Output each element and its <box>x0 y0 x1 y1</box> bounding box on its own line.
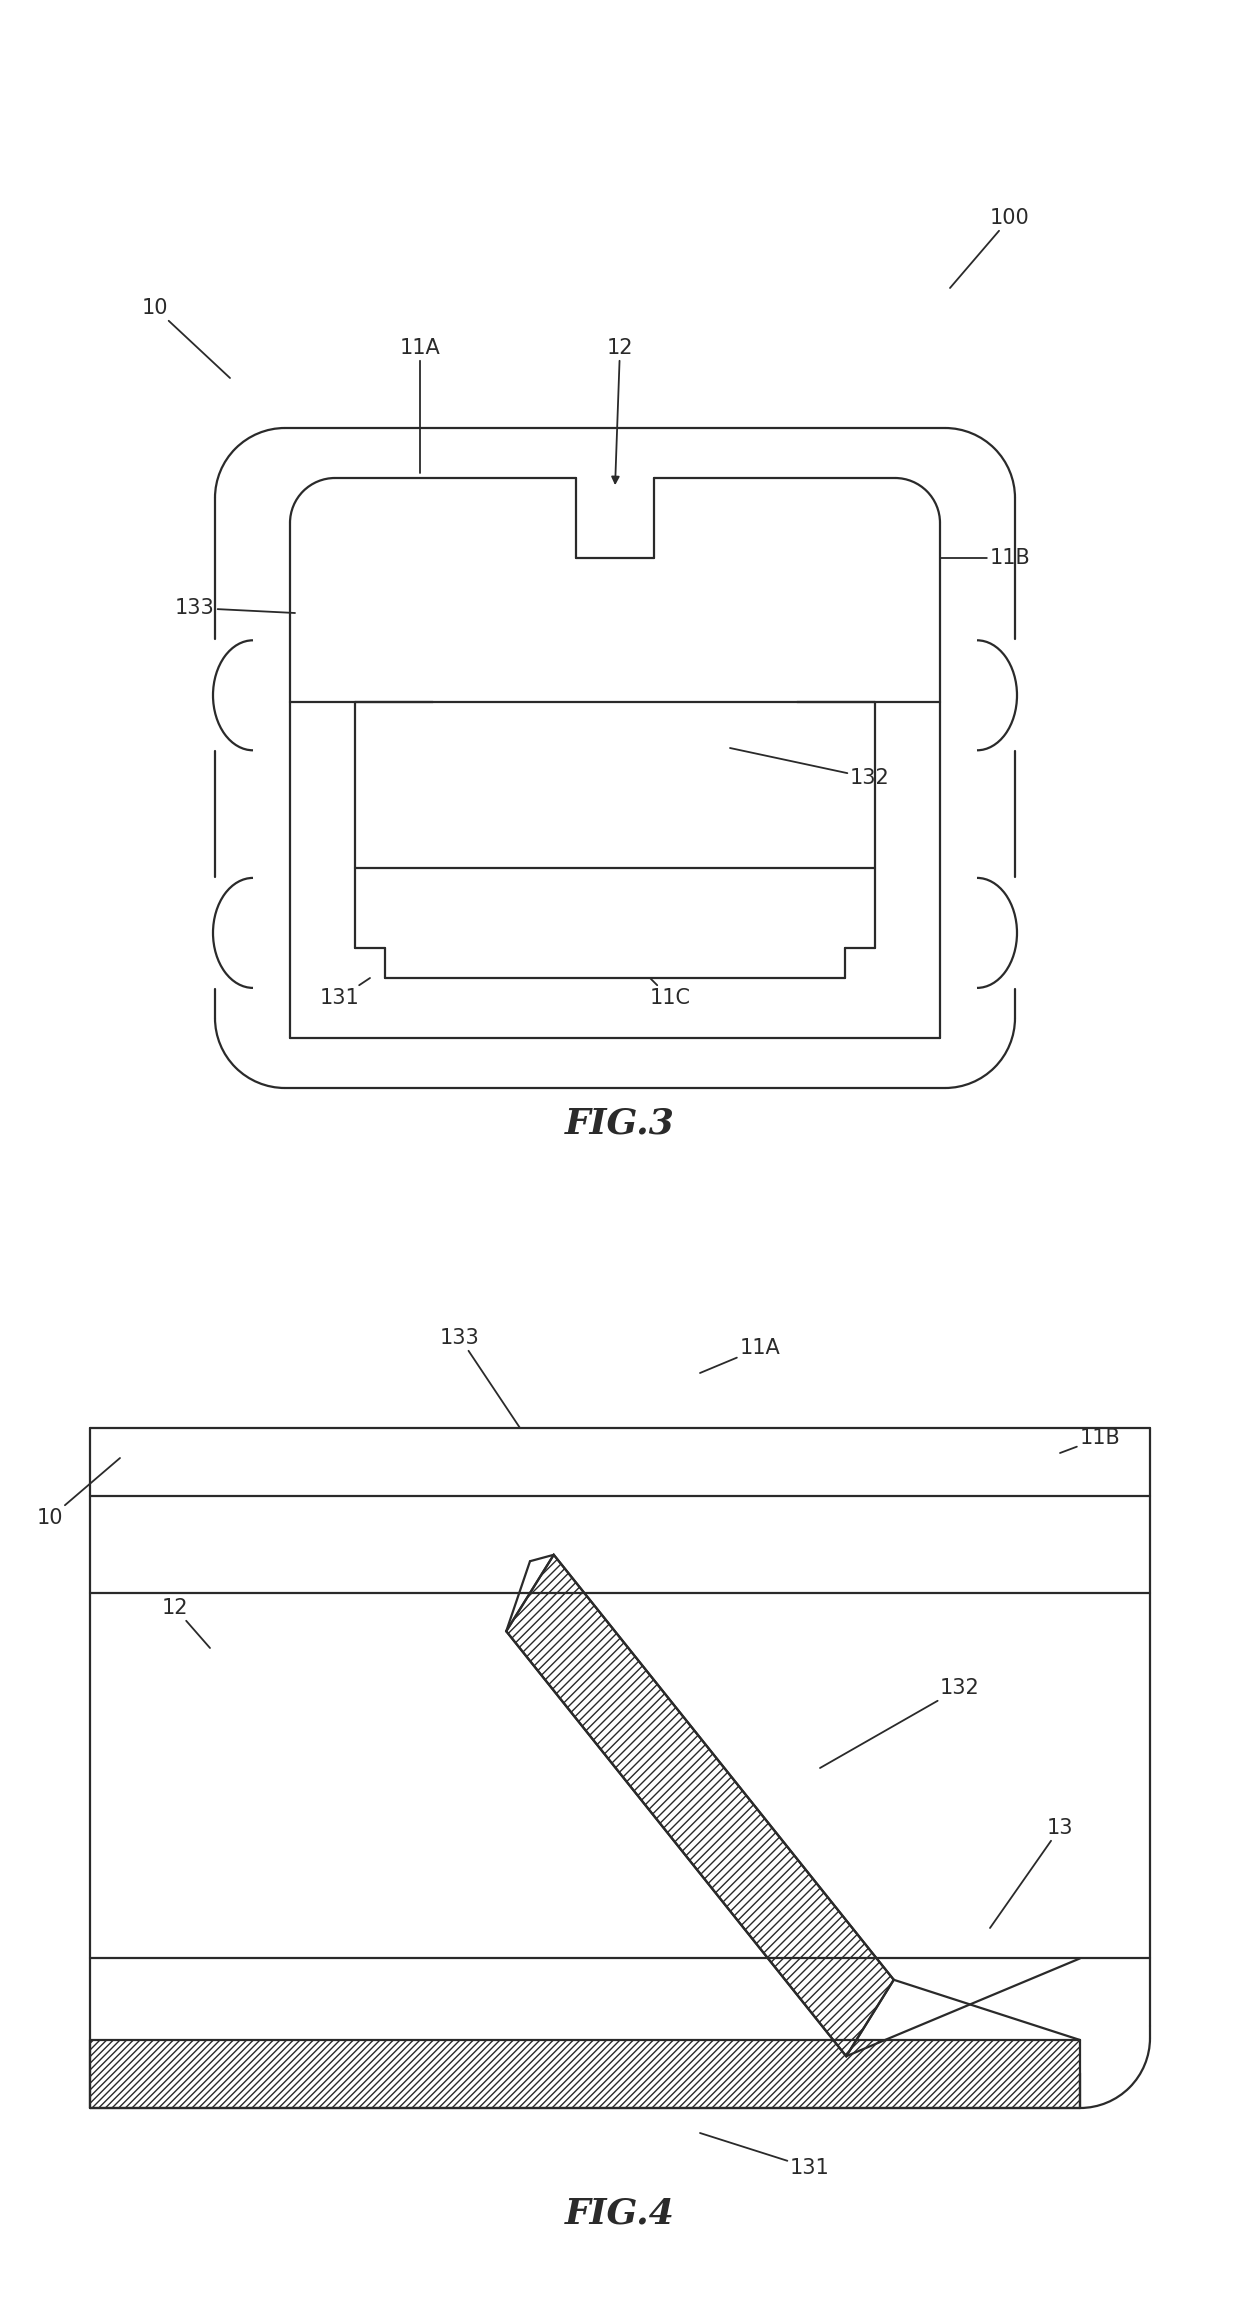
Text: FIG.3: FIG.3 <box>565 1106 675 1140</box>
Text: 11B: 11B <box>1060 1429 1121 1454</box>
Text: 12: 12 <box>161 1597 210 1648</box>
Text: 11C: 11C <box>650 979 691 1009</box>
Text: 12: 12 <box>606 337 634 482</box>
Text: 132: 132 <box>730 748 890 787</box>
Text: 11A: 11A <box>399 337 440 473</box>
Text: 10: 10 <box>141 298 229 379</box>
Text: 100: 100 <box>950 208 1030 288</box>
Bar <box>91 2040 1080 2107</box>
Text: 132: 132 <box>820 1678 980 1768</box>
Text: 133: 133 <box>175 598 295 619</box>
Polygon shape <box>506 1556 894 2056</box>
Text: 11A: 11A <box>701 1339 780 1373</box>
Text: FIG.4: FIG.4 <box>565 2195 675 2230</box>
Text: 133: 133 <box>440 1327 520 1429</box>
Text: 10: 10 <box>37 1459 120 1528</box>
Text: 131: 131 <box>701 2133 830 2179</box>
Text: 131: 131 <box>320 979 370 1009</box>
Text: 13: 13 <box>990 1819 1074 1927</box>
Text: 11B: 11B <box>940 547 1030 568</box>
